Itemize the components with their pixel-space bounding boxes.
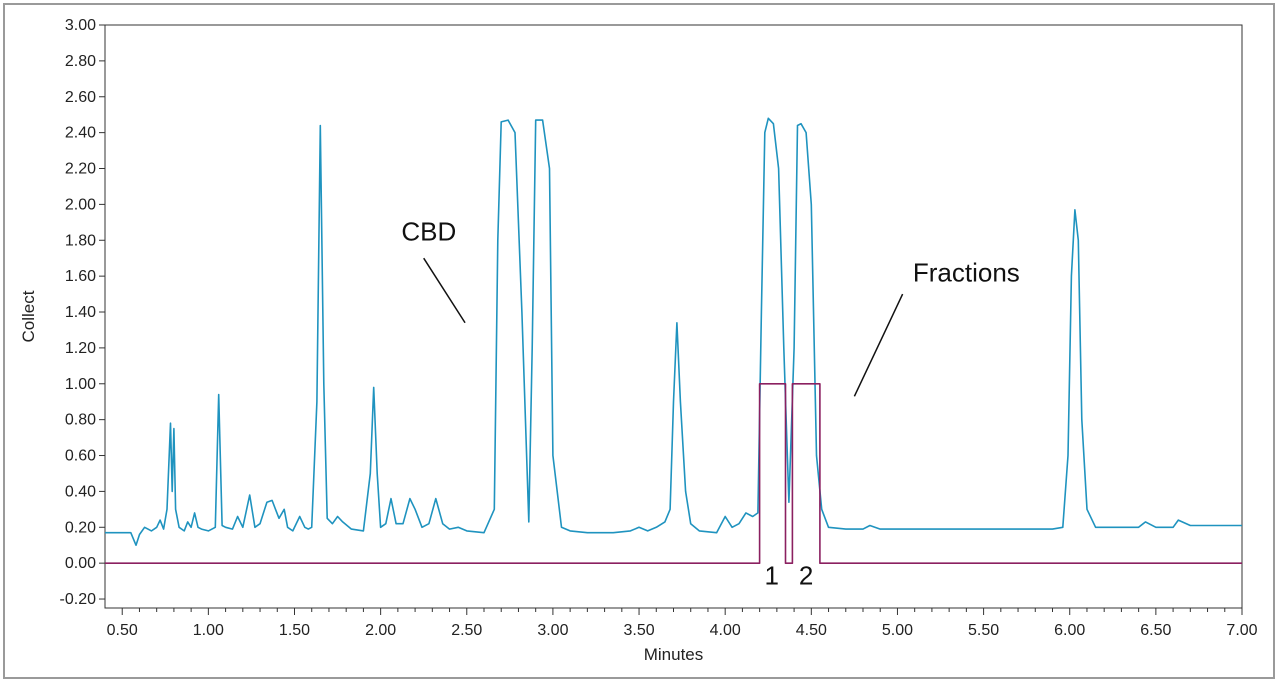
x-tick-label: 5.50 <box>968 622 999 639</box>
x-tick-label: 4.00 <box>710 622 741 639</box>
fraction-1-label: 1 <box>764 561 778 591</box>
fractions-leader-line <box>853 293 904 397</box>
y-tick-label: 0.80 <box>65 412 96 429</box>
y-tick-label: 1.00 <box>65 376 96 393</box>
x-tick-label: 3.50 <box>623 622 654 639</box>
x-tick-label: 4.50 <box>796 622 827 639</box>
fraction-collect-trace <box>105 383 1242 564</box>
y-tick-label: 1.40 <box>65 304 96 321</box>
y-tick-label: 1.60 <box>65 268 96 285</box>
y-tick-label: 1.20 <box>65 340 96 357</box>
x-tick-label: 6.00 <box>1054 622 1085 639</box>
x-tick-label: 3.00 <box>537 622 568 639</box>
x-tick-label: 0.50 <box>107 622 138 639</box>
y-tick-label: 2.80 <box>65 53 96 70</box>
cbd-annotation: CBD <box>401 216 456 246</box>
chromatogram-trace <box>105 117 1242 546</box>
y-tick-label: 2.20 <box>65 161 96 178</box>
y-tick-label: 2.60 <box>65 89 96 106</box>
y-axis-label: Collect <box>19 290 38 342</box>
y-tick-label: 2.00 <box>65 196 96 213</box>
fractions-annotation: Fractions <box>913 258 1020 288</box>
y-tick-label: 0.20 <box>65 519 96 536</box>
x-tick-label: 1.50 <box>279 622 310 639</box>
y-tick-label: 0.00 <box>65 555 96 572</box>
fraction-2-label: 2 <box>799 561 813 591</box>
y-tick-label: 0.60 <box>65 448 96 465</box>
y-tick-label: 3.00 <box>65 17 96 34</box>
chart-frame: -0.20 0.00 0.20 0.40 0.60 0.80 1.00 1.20 1.40 1.6… <box>3 3 1275 679</box>
plot-area <box>104 24 1243 609</box>
x-tick-label: 6.50 <box>1140 622 1171 639</box>
x-tick-label: 1.00 <box>193 622 224 639</box>
chromatogram-chart: -0.20 0.00 0.20 0.40 0.60 0.80 1.00 1.20 1.40 1.6… <box>19 17 1258 664</box>
x-tick-label: 2.50 <box>451 622 482 639</box>
y-tick-label: 2.40 <box>65 125 96 142</box>
cbd-leader-line <box>423 257 466 324</box>
y-tick-label: 1.80 <box>65 232 96 249</box>
x-tick-label: 2.00 <box>365 622 396 639</box>
y-tick-label: 0.40 <box>65 483 96 500</box>
y-tick-label: -0.20 <box>60 591 97 608</box>
x-tick-label: 5.00 <box>882 622 913 639</box>
x-tick-label: 7.00 <box>1226 622 1257 639</box>
x-axis-label: Minutes <box>644 645 704 664</box>
